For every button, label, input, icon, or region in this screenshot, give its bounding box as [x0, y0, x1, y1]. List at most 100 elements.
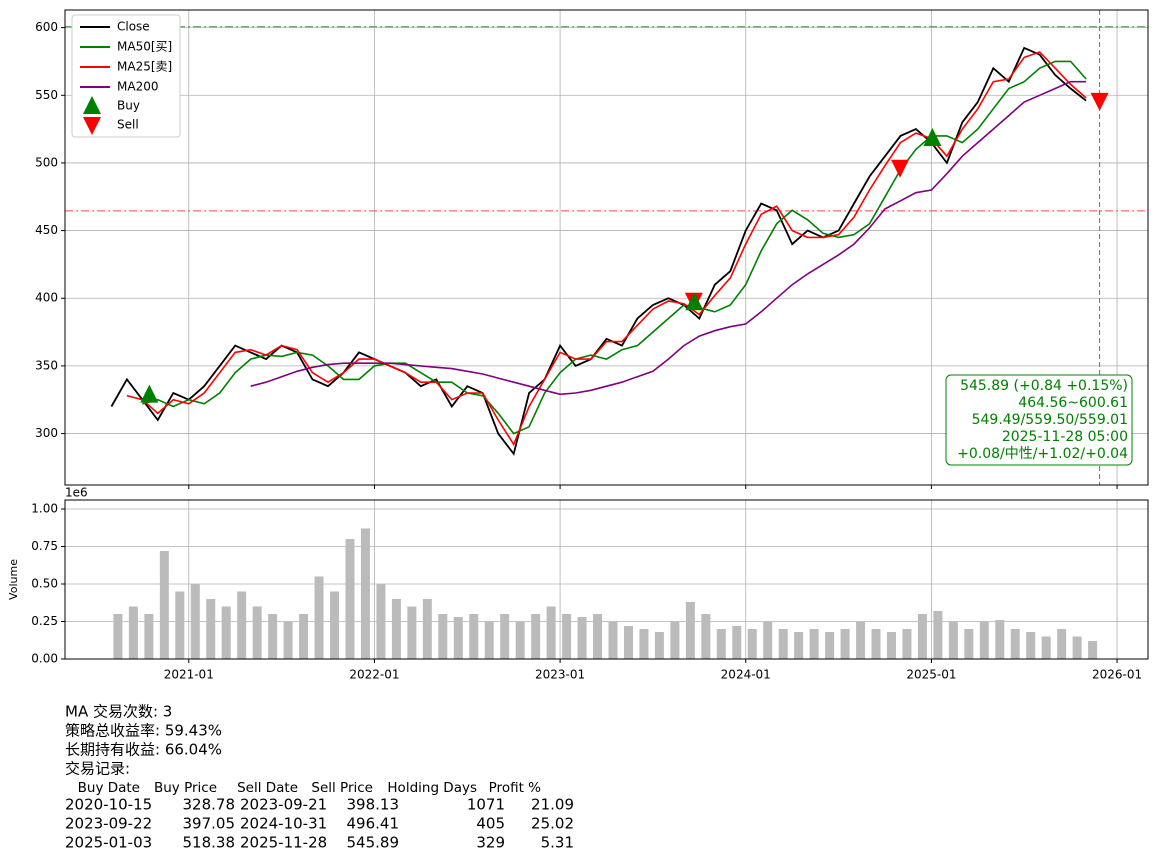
annotation-text: 549.49/559.50/559.01	[972, 412, 1128, 428]
report-line: MA 交易次数: 3	[65, 703, 172, 721]
table-cell: 21.09	[531, 796, 574, 814]
table-header: Buy Price	[154, 780, 217, 796]
volume-bar	[856, 621, 866, 659]
table-header: Buy Date	[78, 780, 140, 796]
volume-bar	[995, 620, 1005, 659]
x-tick-label: 2024-01	[721, 668, 771, 682]
volume-bar	[330, 591, 340, 659]
volume-bar	[701, 614, 711, 659]
volume-bar	[685, 602, 695, 659]
y-tick-label: 300	[35, 426, 58, 440]
sell-marker	[1090, 92, 1109, 111]
table-cell: 1071	[467, 796, 505, 814]
y-tick-label: 350	[35, 358, 58, 372]
table-cell: 2023-09-22	[65, 815, 152, 833]
axes-frame	[64, 499, 1149, 660]
annotation-text: 464.56~600.61	[1018, 395, 1128, 411]
volume-bar	[221, 606, 231, 659]
volume-bar	[376, 584, 386, 659]
volume-bar	[747, 629, 757, 659]
legend-box	[71, 14, 181, 138]
volume-bar	[562, 614, 572, 659]
volume-bar	[1072, 636, 1082, 659]
axis-offset: 1e6	[65, 486, 88, 500]
table-cell: 545.89	[347, 834, 400, 852]
table-header: Holding Days	[387, 780, 477, 796]
annotation-box	[945, 374, 1133, 466]
annotation-text: 2025-11-28 05:00	[1002, 429, 1128, 445]
buy-marker	[685, 292, 704, 311]
series-line	[126, 51, 1087, 447]
volume-bar	[1057, 629, 1067, 659]
table-cell: 397.05	[183, 815, 236, 833]
legend-swatch	[83, 96, 101, 114]
volume-bar	[144, 614, 154, 659]
volume-bar	[175, 591, 185, 659]
table-cell: 405	[476, 815, 505, 833]
volume-bar	[500, 614, 510, 659]
legend-label: MA50[买]	[117, 40, 172, 54]
y-tick-label: 550	[35, 88, 58, 102]
table-cell: 398.13	[347, 796, 400, 814]
table-cell: 2024-10-31	[240, 815, 327, 833]
volume-bar	[237, 591, 247, 659]
legend-swatch	[83, 117, 101, 135]
annotation-text: +0.08/中性/+1.02/+0.04	[957, 446, 1128, 462]
y-tick-label: 0.50	[31, 577, 58, 591]
y-tick-label: 1.00	[31, 502, 58, 516]
y-tick-label: 0.00	[31, 652, 58, 666]
volume-bar	[345, 539, 355, 659]
volume-bar	[438, 614, 448, 659]
volume-bar	[515, 621, 525, 659]
volume-bar	[577, 617, 587, 659]
buy-marker	[923, 128, 942, 147]
x-tick-label: 2021-01	[164, 668, 214, 682]
volume-bar	[809, 629, 819, 659]
table-header: Profit %	[489, 780, 542, 796]
volume-bar	[1041, 636, 1051, 659]
x-tick-label: 2026-01	[1092, 668, 1142, 682]
volume-bar	[469, 614, 479, 659]
volume-bar	[407, 606, 417, 659]
table-cell: 25.02	[531, 815, 574, 833]
report-line: 交易记录:	[65, 760, 130, 778]
y-tick-label: 0.25	[31, 614, 58, 628]
axes-frame	[64, 9, 1149, 486]
table-cell: 2025-01-03	[65, 834, 152, 852]
report-line: 长期持有收益: 66.04%	[65, 741, 222, 759]
x-tick-label: 2023-01	[535, 668, 585, 682]
table-header: Sell Price	[311, 780, 373, 796]
y-axis-label: Volume	[7, 559, 20, 600]
volume-bar	[252, 606, 262, 659]
volume-bar	[732, 626, 742, 659]
volume-bar	[206, 599, 216, 659]
volume-bar	[1088, 641, 1098, 659]
x-tick-label: 2025-01	[906, 668, 956, 682]
legend-label: Close	[117, 20, 150, 34]
volume-bar	[360, 528, 370, 659]
volume-bar	[840, 629, 850, 659]
volume-bar	[113, 614, 123, 659]
volume-bar	[391, 599, 401, 659]
table-cell: 5.31	[541, 834, 574, 852]
volume-bar	[283, 621, 293, 659]
volume-bar	[1026, 632, 1036, 659]
volume-bar	[639, 629, 649, 659]
y-tick-label: 0.75	[31, 539, 58, 553]
legend-label: MA200	[117, 80, 158, 94]
volume-bar	[763, 621, 773, 659]
table-cell: 2020-10-15	[65, 796, 152, 814]
volume-bar	[871, 629, 881, 659]
volume-bar	[948, 621, 958, 659]
volume-bar	[825, 632, 835, 659]
legend-label: Buy	[117, 99, 140, 113]
volume-bar	[453, 617, 463, 659]
volume-bar	[1010, 629, 1020, 659]
y-tick-label: 450	[35, 223, 58, 237]
volume-bar	[608, 621, 618, 659]
volume-bar	[128, 606, 138, 659]
table-header: Sell Date	[237, 780, 298, 796]
volume-bar	[422, 599, 432, 659]
